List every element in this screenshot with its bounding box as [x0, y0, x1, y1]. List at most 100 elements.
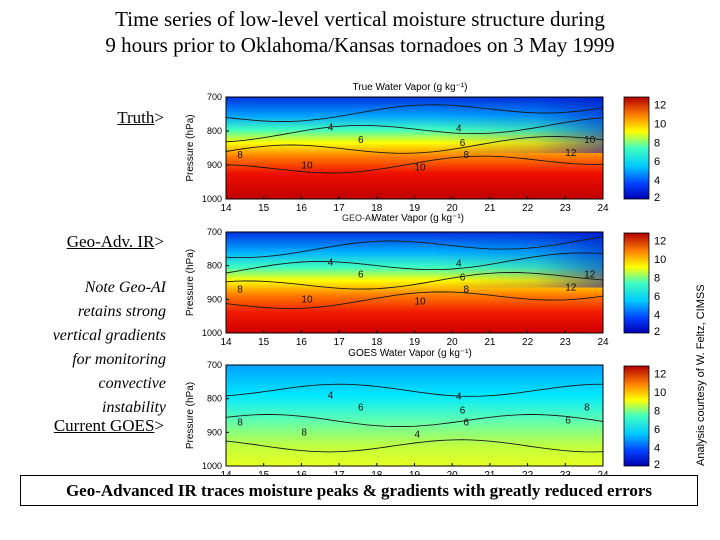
y-axis-label: Pressure (hPa) [185, 114, 196, 181]
note-text: Note Geo-AI retains strong vertical grad… [0, 276, 166, 420]
contour-label: 6 [460, 138, 466, 149]
x-tick-label: 23 [560, 337, 572, 348]
contour-line [225, 439, 604, 453]
contour-label: 4 [415, 430, 421, 441]
colorbar-tick-label: 2 [654, 192, 660, 204]
x-tick-label: 14 [220, 337, 232, 348]
contour-line [225, 104, 604, 122]
contour-line [225, 136, 604, 154]
y-axis-label: Pressure (hPa) [185, 249, 196, 316]
contour-label: 6 [460, 272, 466, 283]
geo-label: Geo-Adv. IR> [67, 232, 164, 252]
note-line-5: convective [98, 375, 167, 392]
contour-line [225, 117, 604, 143]
contour-label: 10 [301, 295, 313, 306]
x-tick-label: 17 [334, 203, 346, 214]
colorbar [623, 232, 650, 334]
x-tick-label: 15 [258, 203, 270, 214]
colorbar-tick-label: 6 [654, 156, 660, 168]
contour-label: 12 [565, 283, 577, 294]
contour-label: 8 [237, 418, 243, 429]
x-tick-label: 22 [522, 337, 534, 348]
colorbar-tick-label: 4 [654, 309, 660, 321]
colorbar-tick-label: 8 [654, 137, 660, 149]
geo-label-arrow: > [154, 232, 164, 251]
x-tick-label: 18 [371, 337, 383, 348]
colorbar-tick-label: 4 [654, 175, 660, 187]
contour-label: 6 [565, 416, 571, 427]
y-axis-label: Pressure (hPa) [185, 382, 196, 449]
contour-label: 12 [584, 269, 596, 280]
contour-line [225, 272, 604, 290]
x-tick-label: 23 [560, 203, 572, 214]
y-tick-label: 700 [207, 360, 222, 370]
y-tick-label: 900 [207, 294, 222, 304]
colorbar-tick-label: 10 [654, 254, 666, 266]
x-tick-label: 16 [296, 203, 308, 214]
y-tick-label: 900 [207, 427, 222, 437]
y-tick-label: 1000 [202, 461, 222, 471]
y-tick-label: 900 [207, 160, 222, 170]
contour-label: 4 [328, 123, 334, 134]
y-tick-label: 700 [207, 227, 222, 237]
x-tick-label: 15 [258, 337, 270, 348]
contour-label: 6 [358, 135, 364, 146]
x-tick-label: 14 [220, 203, 232, 214]
y-tick-label: 1000 [202, 194, 222, 204]
y-tick-label: 800 [207, 394, 222, 404]
colorbar-tick-label: 8 [654, 272, 660, 284]
goes-label-arrow: > [154, 416, 164, 435]
contour-line [225, 252, 604, 274]
title-line-1: Time series of low-level vertical moistu… [115, 7, 605, 31]
contour-label: 8 [301, 428, 307, 439]
contour-label: 6 [358, 269, 364, 280]
x-tick-label: 24 [597, 203, 609, 214]
chart-panel-3: 4466868468141516171819202122232470080090… [185, 348, 666, 495]
x-tick-label: 19 [409, 203, 421, 214]
x-tick-label: 18 [371, 203, 383, 214]
goes-label: Current GOES> [54, 416, 164, 436]
contour-label: 6 [460, 405, 466, 416]
colorbar [623, 96, 650, 200]
contour-label: 10 [415, 162, 427, 173]
y-tick-label: 1000 [202, 328, 222, 338]
colorbar-tick-label: 6 [654, 424, 660, 436]
colorbar-tick-label: 6 [654, 291, 660, 303]
note-line-3: vertical gradients [52, 327, 166, 344]
contour-label: 10 [584, 135, 596, 146]
contour-label: 4 [456, 391, 462, 402]
x-tick-label: 24 [597, 337, 609, 348]
panel-title: Water Vapor (g kg⁻¹) [372, 213, 464, 224]
title-line-2: 9 hours prior to Oklahoma/Kansas tornado… [105, 33, 615, 57]
contour-label: 6 [464, 418, 470, 429]
truth-label-arrow: > [154, 108, 164, 127]
contour-label: 8 [464, 285, 470, 296]
contour-label: 8 [584, 402, 590, 413]
x-tick-label: 21 [484, 337, 496, 348]
colorbar-tick-label: 2 [654, 459, 660, 471]
note-line-4: for monitoring [72, 351, 166, 368]
note-line-6: instability [102, 399, 166, 416]
contour-label: 4 [328, 257, 334, 268]
truth-label: Truth> [117, 108, 164, 128]
colorbar-tick-label: 2 [654, 326, 660, 338]
contour-label: 4 [456, 124, 462, 135]
contour-label: 12 [565, 148, 577, 159]
panel-title: GOES Water Vapor (g kg⁻¹) [348, 348, 472, 359]
y-tick-label: 800 [207, 126, 222, 136]
x-tick-label: 22 [522, 203, 534, 214]
colorbar-tick-label: 4 [654, 442, 660, 454]
page-title: Time series of low-level vertical moistu… [0, 6, 720, 58]
contour-label: 8 [237, 285, 243, 296]
panel-title: True Water Vapor (g kg⁻¹) [353, 82, 468, 93]
contour-line [225, 383, 604, 397]
credit-text: Analysis courtesy of W. Feltz, CIMSS [695, 284, 707, 466]
watermark-label: GEO-AI [342, 213, 374, 223]
goes-label-text: Current GOES [53, 416, 155, 435]
note-line-2: retains strong [77, 303, 166, 320]
x-tick-label: 17 [334, 337, 346, 348]
x-tick-label: 20 [447, 337, 459, 348]
